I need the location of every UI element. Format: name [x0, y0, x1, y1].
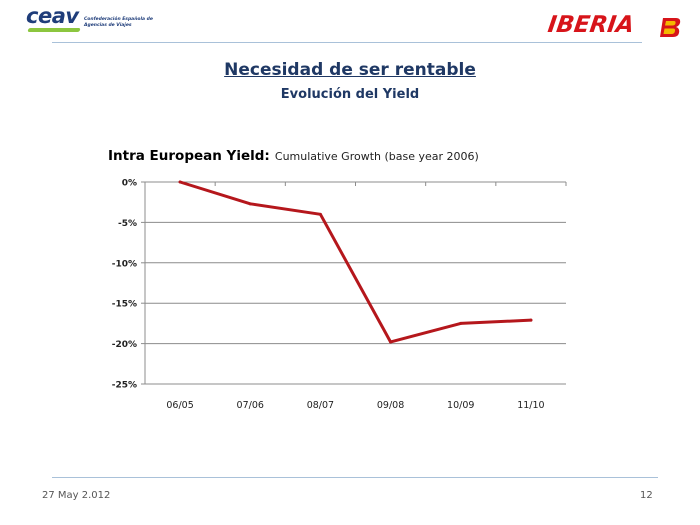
x-tick-label: 10/09: [447, 400, 474, 411]
y-tick-label: -20%: [112, 340, 137, 350]
data-point: [178, 180, 182, 184]
iberia-logo: IBERIA: [546, 12, 688, 40]
x-tick-label: 09/08: [377, 400, 404, 411]
chart-title: Intra European Yield: Cumulative Growth …: [108, 145, 588, 164]
header-divider: [52, 42, 642, 43]
x-tick-label: 06/05: [166, 400, 193, 411]
data-point: [529, 318, 533, 322]
data-point: [248, 202, 252, 206]
yield-line-chart: 0% -5% -10% -15% -20% -25% 06/05 07/06 08/07 09/0…: [112, 179, 567, 411]
chart-title-bold: Intra European Yield:: [108, 148, 270, 164]
chart-title-light: Cumulative Growth (base year 2006): [274, 150, 479, 163]
data-point: [318, 212, 322, 216]
ceav-logo-word: ceav: [26, 4, 79, 28]
y-tick-label: -15%: [112, 300, 137, 310]
footer-page-number: 12: [640, 490, 653, 501]
slide-subtitle: Evolución del Yield: [280, 87, 420, 102]
x-tick-label: 08/07: [307, 400, 334, 411]
iberia-logo-word: IBERIA: [546, 12, 636, 38]
ceav-logo-swoosh: [27, 28, 81, 32]
iberia-logo-mark-icon: [660, 18, 681, 37]
ceav-logo-subtitle: Confederación Española de Agencias de Vi…: [84, 17, 153, 28]
ceav-logo: ceav Confederación Española de Agencias …: [26, 4, 156, 38]
y-tick-label: -10%: [112, 259, 137, 269]
y-tick-label: 0%: [122, 179, 137, 189]
y-tick-label: -25%: [112, 381, 137, 391]
x-tick-label: 07/06: [237, 400, 264, 411]
series-line: [178, 180, 533, 344]
x-tick-label: 11/10: [517, 400, 544, 411]
slide-title: Necesidad de ser rentable: [224, 60, 476, 80]
footer-divider: [52, 477, 658, 478]
data-point: [389, 340, 393, 344]
data-point: [459, 321, 463, 325]
y-tick-label: -5%: [118, 219, 137, 229]
footer-date: 27 May 2.012: [42, 490, 111, 501]
